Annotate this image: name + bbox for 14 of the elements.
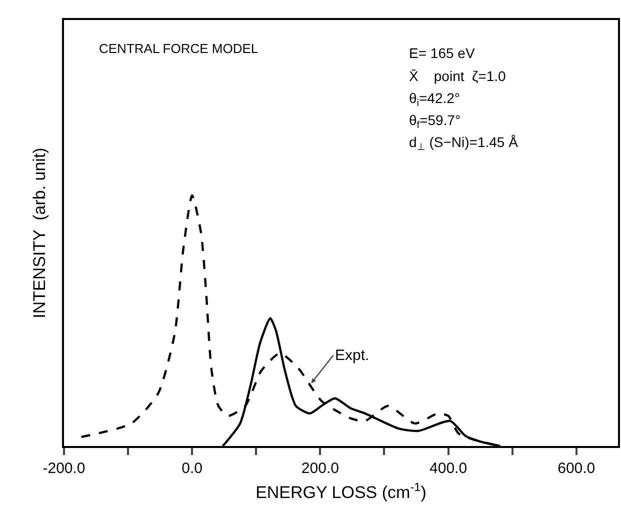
annotation: Expt. [335,347,370,364]
x-axis-title: ENERGY LOSS (cm$^{-1}$) [256,480,426,502]
x-tick-label: 600.0 [558,460,596,477]
y-axis-title: INTENSITY (arb. unit) [30,148,50,318]
text: E= 165 eV [409,45,476,61]
text: CENTRAL FORCE MODEL [99,41,258,56]
text: d$_{⊥}$ (S−Ni)=1.45 Å [409,134,519,153]
text: θ$_{i}$=42.2° [409,90,460,109]
x-tick-label: 400.0 [430,460,468,477]
x-tick-label: 200.0 [301,460,339,477]
x-tick-label: -200.0 [42,460,86,477]
text: θ$_{f}$=59.7° [409,112,461,131]
text: X̄ point ζ=1.0 [409,68,506,84]
x-tick-label: 0.0 [182,460,203,477]
